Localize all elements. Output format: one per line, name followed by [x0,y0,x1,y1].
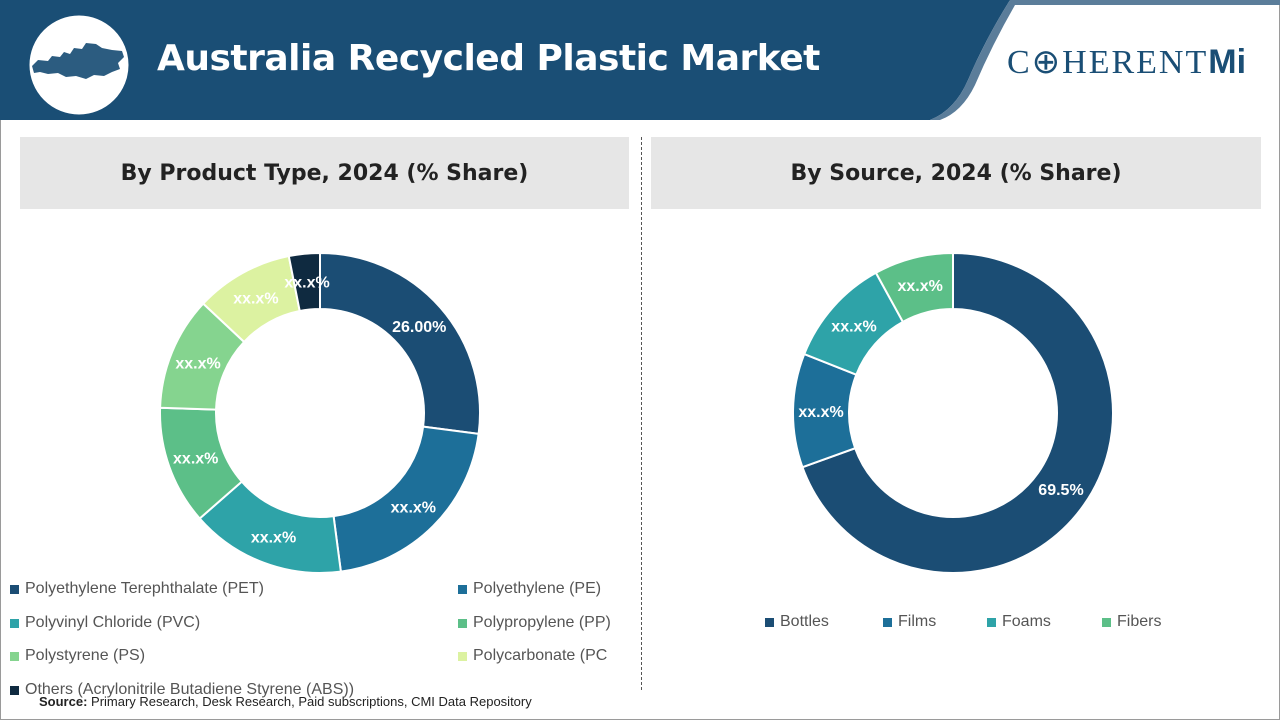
product-legend-swatch-4 [10,651,19,661]
product-slice-0 [319,251,481,436]
product-legend-label-2: Polyvinyl Chloride (PVC) [25,614,201,631]
product-legend-swatch-0 [10,584,19,594]
austria-map-icon [32,43,124,79]
source-slice-label-3: xx.x% [897,278,942,295]
product-legend-swatch-6 [10,685,19,695]
product-legend-label-3: Polypropylene (PP) [473,614,611,631]
product-legend-label-4: Polystyrene (PS) [25,647,146,664]
source-slice-label-1: xx.x% [798,404,843,421]
source-legend-swatch-3 [1102,617,1111,627]
product-slice-6 [287,251,321,313]
logo-mi-text: Mi [1208,43,1247,81]
product-slice-label-5: xx.x% [233,291,278,308]
product-legend-item-4: Polystyrene (PS) [10,647,145,665]
product-legend-swatch-3 [458,618,467,628]
product-legend-item-1: Polyethylene (PE) [458,580,601,598]
source-legend-swatch-1 [883,617,892,627]
source-slice-3 [874,251,954,324]
source-chart-title: By Source, 2024 (% Share) [651,137,1261,209]
source-legend-item-0: Bottles [765,613,829,631]
product-legend-label-6: Others (Acrylonitrile Butadiene Styrene … [25,681,355,698]
source-slice-label-0: 69.5% [1038,482,1083,499]
source-legend-swatch-0 [765,617,774,627]
product-legend-swatch-1 [458,584,467,594]
product-type-chart-title: By Product Type, 2024 (% Share) [20,137,629,209]
source-legend-label-2: Foams [1002,613,1051,630]
product-slice-label-2: xx.x% [251,530,296,547]
source-slice-label-2: xx.x% [831,319,876,336]
source-legend-swatch-2 [987,617,996,627]
product-legend-item-5: Polycarbonate (PC [458,647,607,665]
product-legend-item-2: Polyvinyl Chloride (PVC) [10,614,200,632]
source-legend-item-3: Fibers [1102,613,1161,631]
source-legend-item-1: Films [883,613,936,631]
source-legend-label-1: Films [898,613,937,630]
product-legend-label-1: Polyethylene (PE) [473,580,602,597]
product-legend-swatch-5 [458,651,467,661]
product-legend-swatch-2 [10,618,19,628]
logo-main-text: C⊕HERENT [1007,44,1209,81]
source-text: Primary Research, Desk Research, Paid su… [91,694,532,709]
product-legend-item-3: Polypropylene (PP) [458,614,611,632]
product-legend-item-0: Polyethylene Terephthalate (PET) [10,580,264,598]
header-background [0,0,1280,120]
source-note: Source: Primary Research, Desk Research,… [39,694,532,709]
header-banner: Australia Recycled Plastic Market C⊕HERE… [0,0,1280,120]
source-legend-label-3: Fibers [1117,613,1162,630]
product-slice-label-4: xx.x% [175,355,220,372]
source-label: Source: [39,694,88,709]
product-legend-label-0: Polyethylene Terephthalate (PET) [25,580,264,597]
source-legend-item-2: Foams [987,613,1051,631]
product-slice-label-1: xx.x% [391,499,436,516]
page-title: Australia Recycled Plastic Market [157,38,820,79]
product-slice-label-6: xx.x% [284,275,329,292]
source-slice-0 [801,251,1114,574]
panel-divider [641,137,642,690]
product-slice-label-0: 26.00% [392,319,446,336]
product-legend-label-5: Polycarbonate (PC [473,647,608,664]
company-logo: C⊕HERENTMi [1007,42,1246,82]
product-slice-label-3: xx.x% [173,450,218,467]
product-legend-item-6: Others (Acrylonitrile Butadiene Styrene … [10,681,354,699]
source-legend-label-0: Bottles [780,613,829,630]
